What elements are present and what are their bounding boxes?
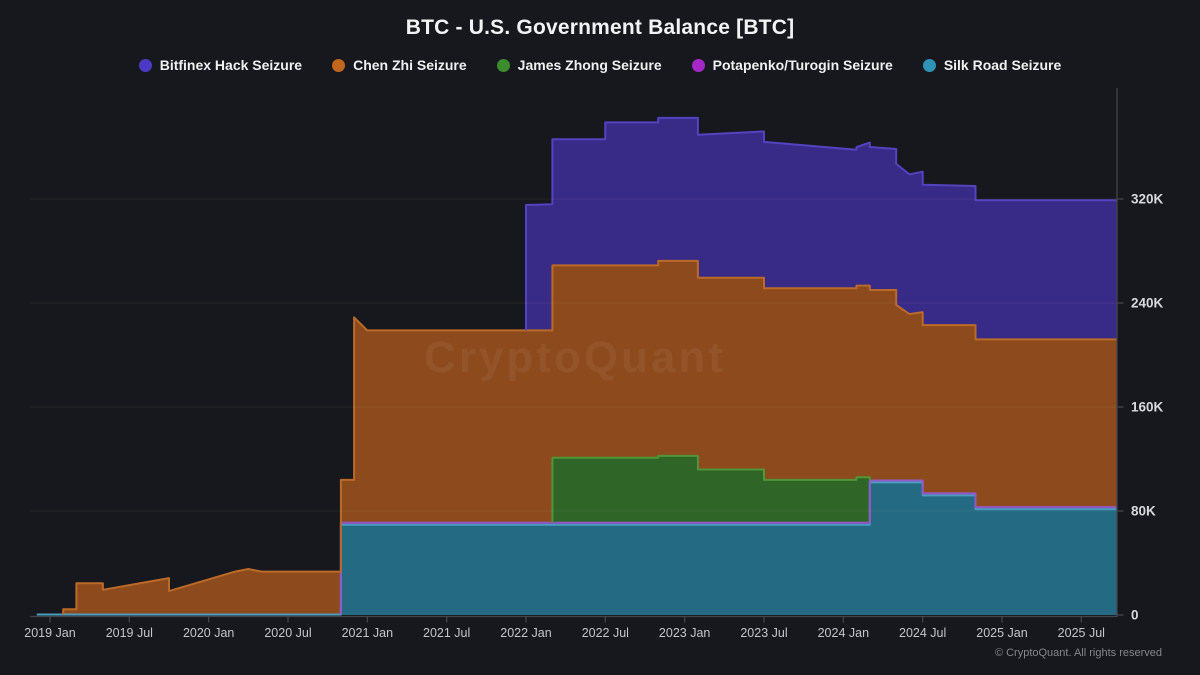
x-axis-tick-label: 2024 Jan <box>818 626 869 640</box>
x-axis-tick-label: 2021 Jan <box>342 626 393 640</box>
legend-item-bitfinex-hack-seizure[interactable]: Bitfinex Hack Seizure <box>138 57 303 73</box>
area-bitfinex-hack-seizure <box>36 117 1117 615</box>
y-axis-tick-label: 160K <box>1131 400 1164 415</box>
chart-legend: Bitfinex Hack Seizure Chen Zhi Seizure Jam… <box>0 57 1200 73</box>
area-edge-potapenko-turogin-seizure <box>339 479 1117 615</box>
x-axis-tick-label: 2025 Jul <box>1058 626 1105 640</box>
x-axis-tick-label: 2023 Jul <box>740 626 787 640</box>
legend-label: Bitfinex Hack Seizure <box>159 57 303 73</box>
area-series-group <box>36 116 1117 616</box>
legend-color-dot-icon <box>138 58 152 72</box>
x-axis-tick-label: 2021 Jul <box>423 626 470 640</box>
legend-label: Chen Zhi Seizure <box>353 57 467 73</box>
area-chen-zhi-seizure <box>36 260 1117 615</box>
area-edge-silk-road-seizure <box>36 481 1117 616</box>
x-axis-tick-label: 2022 Jan <box>500 626 551 640</box>
x-axis-tick-label: 2019 Jan <box>24 626 75 640</box>
legend-label: Silk Road Seizure <box>943 57 1062 73</box>
watermark: CryptoQuant <box>424 333 726 382</box>
y-axis-tick-label: 240K <box>1131 296 1164 311</box>
area-silk-road-seizure <box>36 482 1117 615</box>
legend-color-dot-icon <box>332 58 346 72</box>
x-axis-tick-label: 2020 Jan <box>183 626 234 640</box>
area-edge-bitfinex-hack-seizure <box>525 116 1117 331</box>
legend-label: Potapenko/Turogin Seizure <box>712 57 893 73</box>
x-axis-tick-label: 2025 Jan <box>976 626 1027 640</box>
legend-label: James Zhong Seizure <box>517 57 662 73</box>
y-axis-tick-label: 80K <box>1131 504 1156 519</box>
legend-color-dot-icon <box>922 58 936 72</box>
y-axis-tick-label: 0 <box>1131 608 1139 623</box>
legend-item-chen-zhi-seizure[interactable]: Chen Zhi Seizure <box>332 57 467 73</box>
area-james-zhong-seizure <box>36 455 1117 615</box>
legend-item-james-zhong-seizure[interactable]: James Zhong Seizure <box>496 57 662 73</box>
x-axis-tick-label: 2019 Jul <box>106 626 153 640</box>
copyright-note: © CryptoQuant. All rights reserved <box>994 647 1162 659</box>
area-edge-chen-zhi-seizure <box>62 259 1117 615</box>
y-axis-tick-label: 320K <box>1131 192 1164 207</box>
x-axis-tick-label: 2022 Jul <box>582 626 629 640</box>
legend-color-dot-icon <box>496 58 510 72</box>
legend-item-silk-road-seizure[interactable]: Silk Road Seizure <box>922 57 1062 73</box>
x-axis-tick-label: 2024 Jul <box>899 626 946 640</box>
area-edge-james-zhong-seizure <box>551 454 871 523</box>
x-axis-tick-label: 2023 Jan <box>659 626 710 640</box>
x-axis-tick-label: 2020 Jul <box>264 626 311 640</box>
legend-color-dot-icon <box>691 58 705 72</box>
legend-item-potapenko-turogin-seizure[interactable]: Potapenko/Turogin Seizure <box>691 57 893 73</box>
axes-group: 0 80K 160K 240K 320K 2019 Jan 2019 Jul 2020 Jan… <box>24 88 1164 640</box>
chart-title: BTC - U.S. Government Balance [BTC] <box>405 16 795 39</box>
